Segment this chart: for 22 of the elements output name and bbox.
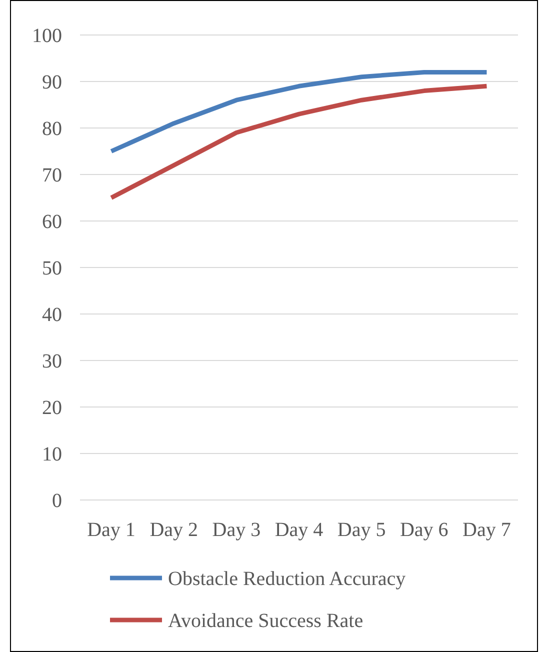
x-tick-label: Day 1: [87, 519, 136, 541]
y-tick-label: 10: [42, 444, 62, 466]
y-tick-label: 60: [42, 211, 62, 233]
y-tick-label: 40: [42, 304, 62, 326]
x-tick-label: Day 6: [400, 519, 448, 541]
x-tick-label: Day 5: [337, 519, 386, 541]
y-tick-label: 80: [42, 118, 62, 140]
x-tick-label: Day 2: [150, 519, 198, 541]
line-series: [109, 84, 489, 200]
legend-label: Avoidance Success Rate: [168, 610, 364, 632]
y-tick-label: 20: [42, 397, 62, 419]
x-tick-label: Day 7: [462, 519, 511, 541]
x-tick-label: Day 3: [212, 519, 261, 541]
line-series: [109, 70, 489, 154]
y-tick-label: 0: [52, 490, 62, 512]
legend-label: Obstacle Reduction Accuracy: [168, 568, 406, 590]
y-tick-label: 70: [42, 164, 62, 186]
x-tick-label: Day 4: [274, 519, 324, 541]
y-tick-label: 50: [42, 258, 62, 280]
y-tick-label: 90: [42, 72, 62, 94]
y-tick-label: 30: [42, 350, 62, 372]
y-tick-label: 100: [32, 25, 62, 47]
